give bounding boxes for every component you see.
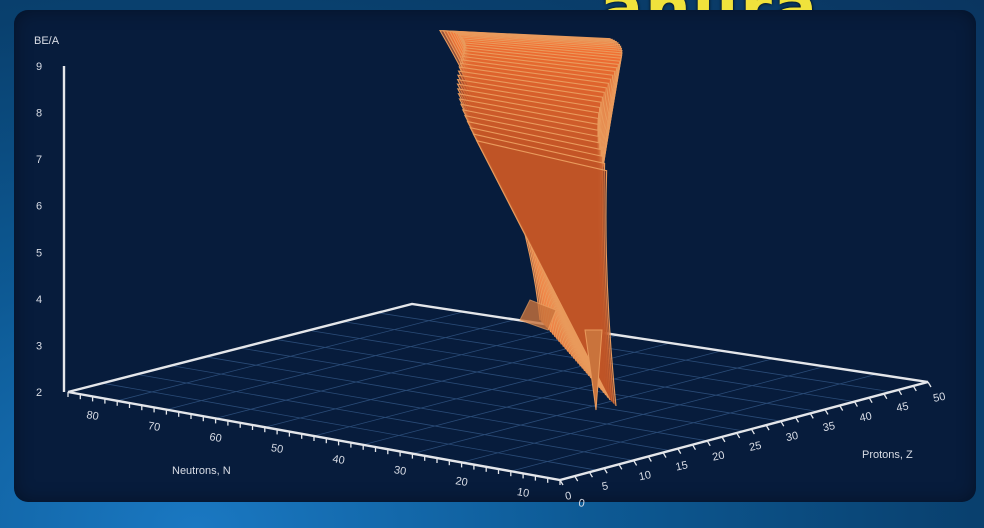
x-axis-label: Neutrons, N	[172, 465, 231, 477]
surface-spike	[584, 329, 603, 411]
z-proton-axis-minor-tick	[603, 467, 608, 474]
z-proton-tick-label: 40	[859, 410, 873, 424]
floor-back-edges	[67, 302, 929, 394]
z-proton-axis-minor-tick	[750, 428, 755, 435]
grid-line-z	[171, 365, 671, 451]
binding-energy-surface	[439, 30, 623, 411]
z-proton-axis-minor-tick	[721, 436, 726, 443]
surface-slice	[475, 139, 617, 407]
z-axis-tick-label: 4	[36, 294, 42, 306]
tick-labels: 9 8 7 6 5 4 3 2 80 70 60 50 40 30 20 10 00 5 10 15 20 25 30 35 4…	[36, 61, 947, 510]
z-axis-tick-label: 5	[36, 247, 42, 259]
y-axis-label: Protons, Z	[862, 449, 913, 461]
z-proton-axis-minor-tick	[912, 385, 917, 392]
z-proton-axis-minor-tick	[574, 475, 579, 482]
z-axis-label: BE/A	[34, 35, 60, 47]
z-proton-axis-minor-tick	[927, 381, 932, 388]
grid-line-z	[274, 338, 781, 422]
n-axis-tick-label: 30	[393, 464, 407, 478]
z-proton-tick-label: 30	[785, 430, 799, 444]
z-axis-tick-label: 8	[36, 108, 42, 120]
z-proton-tick-label: 35	[822, 420, 836, 434]
z-proton-axis-minor-tick	[824, 409, 829, 415]
z-axis-tick-label: 6	[36, 201, 42, 213]
z-proton-axis-minor-tick	[662, 452, 667, 458]
z-proton-axis-minor-tick	[868, 397, 873, 404]
z-proton-axis-minor-tick	[706, 440, 711, 447]
z-axis-tick-label: 2	[36, 387, 42, 399]
n-axis-tick-label: 70	[147, 420, 161, 434]
n-axis-tick-label: 0	[577, 497, 585, 510]
n-axis-tick-label: 80	[85, 409, 99, 423]
z-proton-axis-minor-tick	[765, 424, 770, 431]
z-proton-tick-label: 10	[638, 469, 652, 483]
z-proton-axis-minor-tick	[853, 401, 858, 407]
n-axis-tick-label: 40	[331, 453, 345, 467]
z-proton-axis-minor-tick	[618, 463, 623, 470]
z-proton-axis-minor-tick	[691, 444, 697, 451]
grid-line-z	[136, 374, 634, 461]
z-proton-axis-minor-tick	[647, 456, 652, 462]
z-proton-tick-label: 0	[564, 490, 572, 503]
z-proton-tick-label: 45	[895, 400, 909, 414]
z-proton-axis-minor-tick	[839, 405, 844, 411]
z-axis-tick-label: 9	[36, 61, 42, 73]
z-proton-axis-minor-tick	[633, 460, 638, 466]
grid-line-z	[377, 312, 892, 393]
z-proton-axis-minor-tick	[794, 416, 800, 423]
n-axis-tick-label: 60	[208, 431, 222, 445]
z-proton-axis-minor-tick	[780, 420, 785, 427]
z-proton-tick-label: 20	[711, 449, 725, 463]
z-proton-tick-label: 5	[601, 480, 609, 493]
z-proton-axis-minor-tick	[898, 389, 903, 396]
z-axis-tick-label: 7	[36, 154, 42, 166]
grid-line-z	[205, 356, 708, 442]
z-proton-axis-minor-tick	[883, 393, 888, 400]
z-axis-tick-label: 3	[36, 340, 42, 352]
n-axis-tick-label: 50	[270, 442, 284, 456]
z-proton-tick-label: 15	[675, 459, 689, 473]
floor-grid	[67, 303, 929, 481]
grid-line-z	[102, 382, 597, 471]
chart-axes	[62, 66, 932, 486]
z-proton-axis-minor-tick	[677, 448, 682, 454]
grid-line-z	[308, 330, 818, 412]
grid-line-z	[239, 347, 745, 432]
z-proton-axis-minor-tick	[559, 479, 564, 486]
surface-spike	[519, 299, 557, 331]
z-proton-axis-minor-tick	[588, 471, 593, 478]
z-proton-axis-minor-tick	[809, 413, 814, 419]
z-proton-tick-label: 25	[748, 440, 762, 454]
n-axis-tick-label: 10	[516, 486, 530, 500]
z-proton-axis-minor-tick	[736, 432, 741, 439]
n-axis-tick-label: 20	[454, 475, 468, 489]
z-proton-tick-label: 50	[932, 391, 946, 405]
